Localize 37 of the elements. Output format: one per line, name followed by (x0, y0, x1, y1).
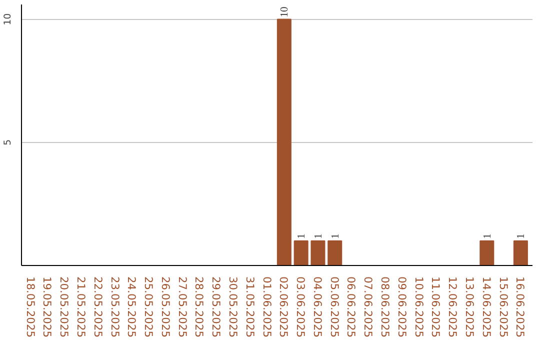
x-tick-label: 07.06.2025 (362, 276, 375, 338)
x-tick-label: 06.06.2025 (344, 276, 358, 338)
x-tick-label: 04.06.2025 (310, 276, 324, 338)
x-tick-label: 14.06.2025 (480, 276, 493, 338)
x-tick-label: 13.06.2025 (463, 276, 476, 338)
x-tick-label: 11.06.2025 (429, 276, 442, 338)
x-tick-label: 29.05.2025 (210, 276, 223, 338)
data-label: 1 (313, 234, 324, 239)
data-label: 1 (516, 234, 528, 239)
x-tick-label: 15.06.2025 (496, 276, 510, 338)
data-label: 1 (482, 234, 494, 239)
x-tick-label: 05.06.2025 (328, 276, 341, 338)
x-tick-label: 22.05.2025 (91, 276, 104, 338)
x-tick-label: 18.05.2025 (24, 276, 37, 338)
x-tick-label: 12.06.2025 (446, 276, 460, 338)
x-tick-label: 27.05.2025 (176, 276, 189, 338)
x-tick-label: 16.06.2025 (514, 276, 527, 338)
x-tick-label: 26.05.2025 (158, 276, 172, 338)
x-tick-label: 20.05.2025 (58, 276, 71, 338)
x-tick-label: 30.05.2025 (226, 276, 240, 338)
x-tick-label: 19.05.2025 (40, 276, 54, 338)
x-tick-label: 08.06.2025 (378, 276, 392, 338)
x-tick-label: 24.05.2025 (125, 276, 138, 338)
x-tick-label: 01.06.2025 (260, 276, 274, 338)
x-tick-label: 28.05.2025 (192, 276, 206, 338)
x-tick-label: 02.06.2025 (277, 276, 290, 338)
x-tick-label: 23.05.2025 (108, 276, 122, 338)
x-tick-label: 31.05.2025 (243, 276, 256, 338)
x-tick-label: 10.06.2025 (412, 276, 426, 338)
data-label: 10 (280, 6, 291, 18)
y-tick-label: 5 (2, 139, 14, 146)
data-label: 1 (330, 234, 342, 239)
x-tick-label: 03.06.2025 (294, 276, 308, 338)
x-tick-label: 09.06.2025 (395, 276, 408, 338)
data-label: 1 (296, 234, 308, 239)
x-tick-label: 21.05.2025 (74, 276, 88, 338)
x-tick-label: 25.05.2025 (142, 276, 156, 338)
